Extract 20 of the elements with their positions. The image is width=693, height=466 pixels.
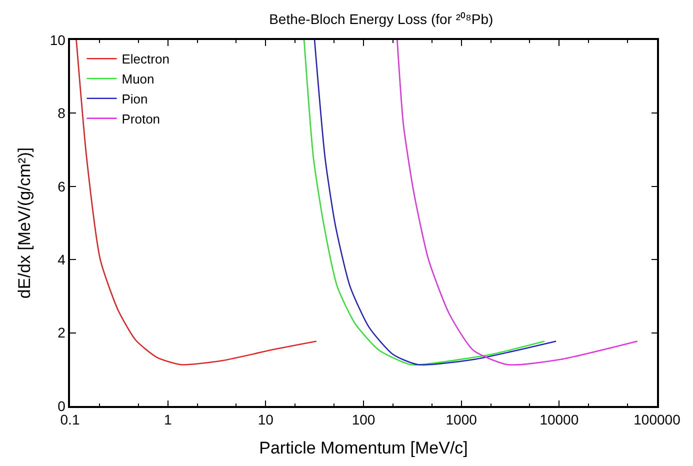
y-tick-label: 8 [58,105,66,122]
legend-label: Muon [122,72,154,87]
x-tick-label: 10000 [540,412,579,428]
y-tick-label: 4 [58,252,66,268]
x-tick-label: 100000 [634,412,681,428]
x-tick-label: 0.1 [60,412,80,428]
y-axis-title: dE/dx [MeV/(g/cm²)] [14,147,34,299]
y-tick-label: 10 [50,32,66,48]
x-tick-label: 100 [352,412,376,428]
legend-label: Proton [122,111,160,126]
y-tick-label: 6 [58,178,66,194]
y-tick-label: 2 [58,324,66,341]
x-tick-label: 10 [258,412,274,428]
y-tick-label: 0 [58,398,66,414]
x-tick-label: 1000 [446,412,478,428]
x-axis-title: Particle Momentum [MeV/c] [259,438,468,458]
legend-label: Pion [122,91,148,106]
x-tick-label: 1 [164,412,172,428]
chart-title: Bethe-Bloch Energy Loss (for ²⁰⁸Pb) [269,10,494,27]
legend-label: Electron [122,52,170,67]
